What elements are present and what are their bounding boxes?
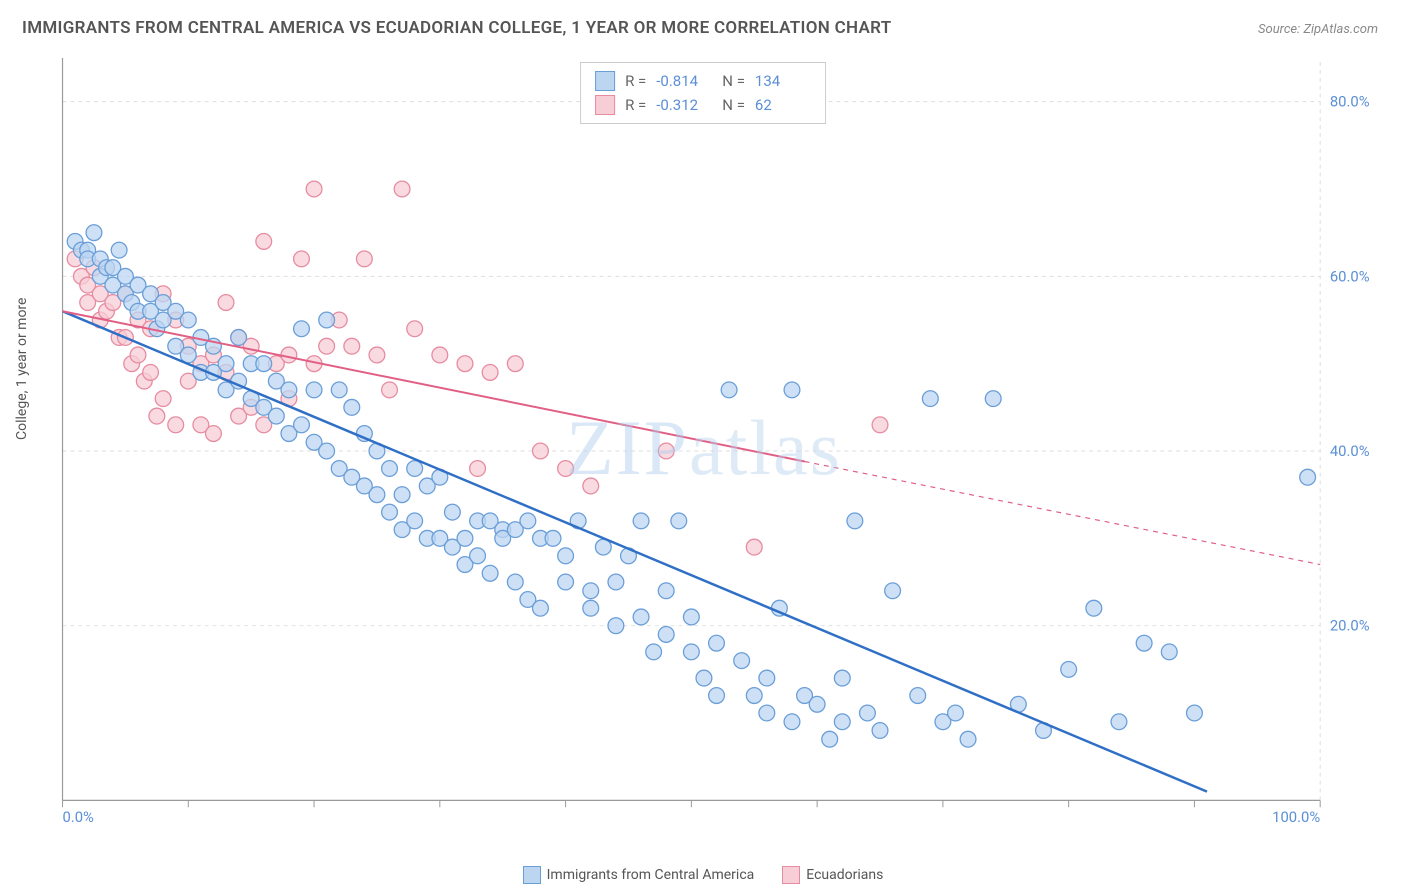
legend-swatch-pink [782, 866, 800, 884]
n-label: N = [722, 72, 745, 90]
source-name: ZipAtlas.com [1303, 22, 1378, 37]
y-tick-label: 80.0% [1330, 93, 1370, 111]
y-axis-label: College, 1 year or more [14, 298, 30, 440]
legend-swatch-blue [523, 866, 541, 884]
y-tick-label: 20.0% [1330, 617, 1370, 635]
n-label: N = [722, 96, 745, 114]
legend-label: Ecuadorians [806, 867, 883, 883]
legend-swatch-pink [595, 95, 615, 115]
legend-label: Immigrants from Central America [547, 867, 755, 883]
legend-swatch-blue [595, 71, 615, 91]
chart-title: IMMIGRANTS FROM CENTRAL AMERICA VS ECUAD… [22, 18, 891, 38]
bottom-legend: Immigrants from Central America Ecuadori… [0, 866, 1406, 884]
n-value: 134 [755, 72, 811, 90]
legend-item-series-1: Immigrants from Central America [523, 866, 755, 884]
r-label: R = [625, 96, 646, 114]
r-value: -0.814 [656, 72, 712, 90]
scatter-chart-svg: 20.0% 40.0% 60.0% 80.0% 0.0% 100.0% [54, 58, 1384, 828]
stats-row-series-1: R = -0.814 N = 134 [595, 69, 811, 93]
x-tick-label: 100.0% [1272, 808, 1320, 826]
correlation-stats-box: R = -0.814 N = 134 R = -0.312 N = 62 [580, 62, 826, 124]
legend-item-series-2: Ecuadorians [782, 866, 883, 884]
n-value: 62 [755, 96, 811, 114]
chart-area: 20.0%40.0%60.0%80.0%0.0%100.0% ZIPatlas [54, 58, 1354, 828]
y-tick-label: 60.0% [1330, 267, 1370, 285]
r-value: -0.312 [656, 96, 712, 114]
y-tick-label: 40.0% [1330, 442, 1370, 460]
stats-row-series-2: R = -0.312 N = 62 [595, 93, 811, 117]
source-attribution: Source: ZipAtlas.com [1258, 22, 1378, 37]
r-label: R = [625, 72, 646, 90]
source-prefix: Source: [1258, 22, 1303, 37]
x-tick-label: 0.0% [63, 808, 95, 826]
